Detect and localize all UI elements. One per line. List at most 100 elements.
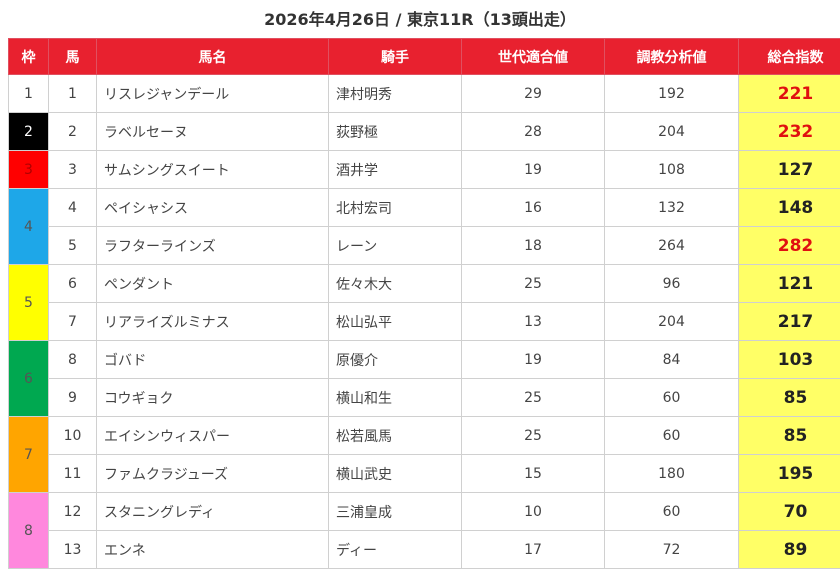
jockey-cell: 酒井学 — [328, 150, 462, 189]
horse-number-cell: 1 — [48, 74, 97, 113]
horse-number-cell: 5 — [48, 226, 97, 265]
table-row: 11 ファムクラジューズ 横山武史 15 180 195 — [9, 454, 840, 493]
table-row: 5 6 ペンダント 佐々木大 25 96 121 — [8, 264, 840, 341]
waku-cell: 3 — [8, 150, 49, 189]
page-title: 2026年4月26日 / 東京11R（13頭出走） — [264, 10, 576, 29]
training-analysis-cell: 192 — [604, 74, 739, 113]
jockey-cell: 横山武史 — [328, 454, 462, 493]
training-analysis-cell: 204 — [604, 112, 739, 151]
generation-fit-cell: 29 — [461, 74, 605, 113]
horse-number-cell: 6 — [48, 264, 97, 303]
header-jockey: 騎手 — [328, 38, 462, 75]
horse-number-cell: 10 — [48, 416, 97, 455]
waku-cell: 7 — [8, 416, 49, 493]
table-header-row: 枠 馬 馬名 騎手 世代適合値 調教分析値 総合指数 — [8, 38, 840, 75]
horse-name-cell: ペンダント — [96, 264, 329, 303]
table-row: 4 4 ペイシャシス 北村宏司 16 132 148 — [8, 188, 840, 265]
training-analysis-cell: 132 — [604, 188, 739, 227]
horse-number-cell: 11 — [48, 454, 97, 493]
total-index-cell: 282 — [738, 226, 840, 265]
header-waku: 枠 — [8, 38, 49, 75]
table-row: 7 リアライズルミナス 松山弘平 13 204 217 — [9, 302, 840, 341]
horse-name-cell: ゴバド — [96, 340, 329, 379]
horse-name-cell: ファムクラジューズ — [96, 454, 329, 493]
training-analysis-cell: 84 — [604, 340, 739, 379]
training-analysis-cell: 60 — [604, 378, 739, 417]
jockey-cell: 原優介 — [328, 340, 462, 379]
waku-cell: 8 — [8, 492, 49, 569]
jockey-cell: 松若風馬 — [328, 416, 462, 455]
jockey-cell: レーン — [328, 226, 462, 265]
training-analysis-cell: 96 — [604, 264, 739, 303]
horse-number-cell: 9 — [48, 378, 97, 417]
total-index-cell: 232 — [738, 112, 840, 151]
waku-cell: 6 — [8, 340, 49, 417]
jockey-cell: 北村宏司 — [328, 188, 462, 227]
jockey-cell: 三浦皇成 — [328, 492, 462, 531]
horse-number-cell: 2 — [48, 112, 97, 151]
generation-fit-cell: 10 — [461, 492, 605, 531]
waku-cell: 1 — [8, 74, 49, 113]
training-analysis-cell: 60 — [604, 492, 739, 531]
training-analysis-cell: 264 — [604, 226, 739, 265]
generation-fit-cell: 13 — [461, 302, 605, 341]
header-horse-name: 馬名 — [96, 38, 329, 75]
table-row: 7 10 エイシンウィスパー 松若風馬 25 60 85 — [8, 416, 840, 493]
total-index-cell: 217 — [738, 302, 840, 341]
header-generation-fit: 世代適合値 — [461, 38, 605, 75]
waku-cell: 5 — [8, 264, 49, 341]
training-analysis-cell: 108 — [604, 150, 739, 189]
total-index-cell: 85 — [738, 378, 840, 417]
table-row: 8 12 スタニングレディ 三浦皇成 10 60 70 — [8, 492, 840, 569]
header-training-analysis: 調教分析値 — [604, 38, 739, 75]
race-index-table: 枠 馬 馬名 騎手 世代適合値 調教分析値 総合指数 1 1 リスレジャンデール 津村… — [8, 38, 840, 569]
horse-name-cell: コウギョク — [96, 378, 329, 417]
generation-fit-cell: 15 — [461, 454, 605, 493]
horse-name-cell: ペイシャシス — [96, 188, 329, 227]
table-row: 13 エンネ ディー 17 72 89 — [9, 530, 840, 569]
total-index-cell: 148 — [738, 188, 840, 227]
table-row: 5 ラフターラインズ レーン 18 264 282 — [9, 226, 840, 265]
total-index-cell: 195 — [738, 454, 840, 493]
horse-number-cell: 7 — [48, 302, 97, 341]
horse-number-cell: 4 — [48, 188, 97, 227]
table-row: 2 2 ラベルセーヌ 荻野極 28 204 232 — [8, 112, 840, 151]
jockey-cell: 荻野極 — [328, 112, 462, 151]
generation-fit-cell: 28 — [461, 112, 605, 151]
header-total-index: 総合指数 — [738, 38, 840, 75]
table-row: 3 3 サムシングスイート 酒井学 19 108 127 — [8, 150, 840, 189]
horse-name-cell: ラベルセーヌ — [96, 112, 329, 151]
horse-name-cell: サムシングスイート — [96, 150, 329, 189]
generation-fit-cell: 25 — [461, 378, 605, 417]
generation-fit-cell: 17 — [461, 530, 605, 569]
horse-name-cell: リスレジャンデール — [96, 74, 329, 113]
total-index-cell: 85 — [738, 416, 840, 455]
generation-fit-cell: 18 — [461, 226, 605, 265]
generation-fit-cell: 19 — [461, 340, 605, 379]
total-index-cell: 70 — [738, 492, 840, 531]
table-row: 1 1 リスレジャンデール 津村明秀 29 192 221 — [8, 74, 840, 113]
total-index-cell: 221 — [738, 74, 840, 113]
horse-name-cell: エイシンウィスパー — [96, 416, 329, 455]
horse-name-cell: リアライズルミナス — [96, 302, 329, 341]
total-index-cell: 121 — [738, 264, 840, 303]
generation-fit-cell: 25 — [461, 264, 605, 303]
table-row: 6 8 ゴバド 原優介 19 84 103 — [8, 340, 840, 417]
training-analysis-cell: 60 — [604, 416, 739, 455]
jockey-cell: ディー — [328, 530, 462, 569]
waku-cell: 4 — [8, 188, 49, 265]
total-index-cell: 103 — [738, 340, 840, 379]
jockey-cell: 佐々木大 — [328, 264, 462, 303]
total-index-cell: 89 — [738, 530, 840, 569]
horse-number-cell: 13 — [48, 530, 97, 569]
total-index-cell: 127 — [738, 150, 840, 189]
header-horse-number: 馬 — [48, 38, 97, 75]
waku-cell: 2 — [8, 112, 49, 151]
generation-fit-cell: 19 — [461, 150, 605, 189]
table-body: 1 1 リスレジャンデール 津村明秀 29 192 221 2 2 ラベルセーヌ 荻野極 28 204 2… — [8, 74, 840, 569]
training-analysis-cell: 204 — [604, 302, 739, 341]
jockey-cell: 津村明秀 — [328, 74, 462, 113]
horse-number-cell: 3 — [48, 150, 97, 189]
horse-number-cell: 12 — [48, 492, 97, 531]
horse-name-cell: スタニングレディ — [96, 492, 329, 531]
